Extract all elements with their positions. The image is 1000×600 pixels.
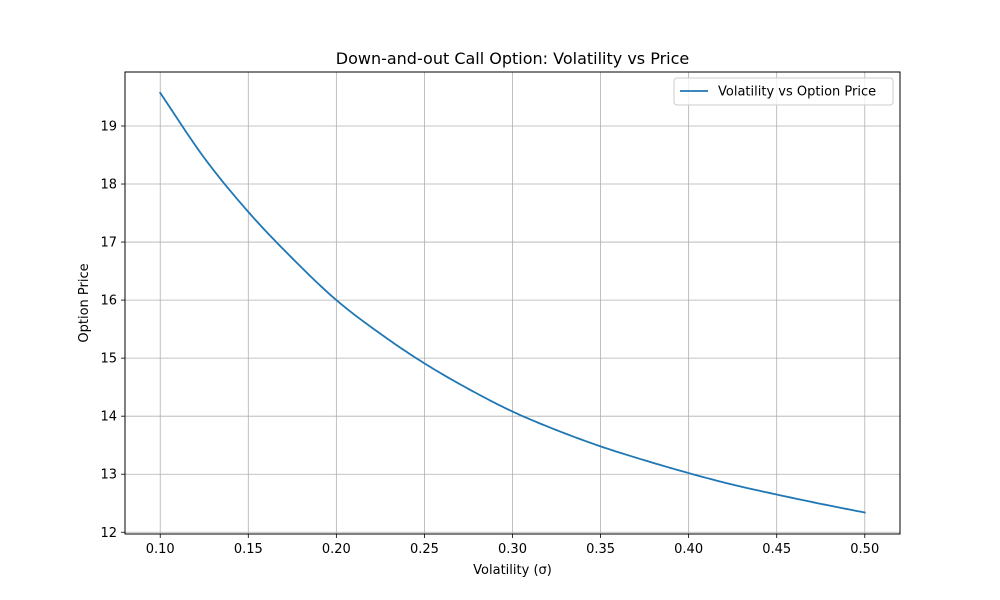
x-tick-label: 0.15	[234, 542, 263, 557]
x-tick-label: 0.10	[146, 542, 175, 557]
x-axis-label: Volatility (σ)	[473, 563, 552, 578]
y-tick-label: 13	[100, 468, 117, 483]
y-tick-label: 16	[100, 294, 117, 309]
series-line	[158, 91, 866, 514]
x-tick-label: 0.45	[762, 542, 791, 557]
y-tick-label: 19	[100, 119, 117, 134]
x-axis-ticks: 0.10 0.15 0.20 0.25 0.30 0.35 0.40 0.45 0.50	[146, 534, 879, 557]
x-tick-label: 0.30	[498, 542, 527, 557]
x-tick-label: 0.35	[586, 542, 615, 557]
series-layer	[158, 91, 866, 514]
x-tick-label: 0.25	[410, 542, 439, 557]
y-tick-label: 18	[100, 178, 117, 193]
x-tick-label: 0.20	[322, 542, 351, 557]
y-axis-ticks: 12 13 14 15 16 17 18 19	[100, 119, 125, 541]
y-tick-label: 17	[100, 236, 117, 251]
y-axis-label: Option Price	[77, 263, 92, 342]
y-tick-label: 14	[100, 410, 117, 425]
legend-entry: Volatility vs Option Price	[718, 85, 876, 100]
chart-title: Down-and-out Call Option: Volatility vs …	[336, 49, 690, 68]
grid	[125, 72, 900, 534]
x-tick-label: 0.50	[850, 542, 879, 557]
legend-box	[673, 77, 894, 106]
y-tick-label: 12	[100, 526, 117, 541]
y-tick-label: 15	[100, 352, 117, 367]
legend: Volatility vs Option Price	[673, 77, 894, 106]
x-tick-label: 0.40	[674, 542, 703, 557]
